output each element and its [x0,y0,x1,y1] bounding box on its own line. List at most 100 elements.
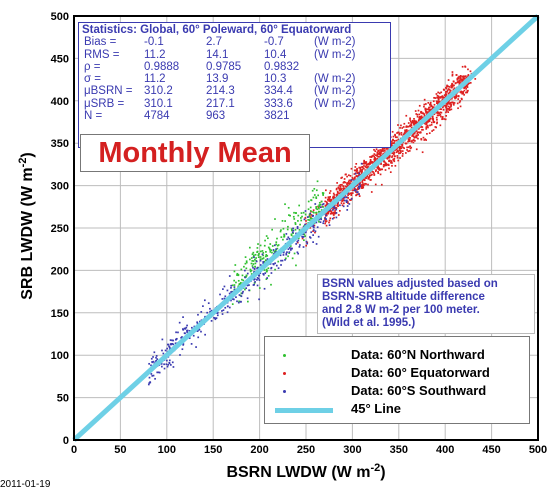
scatter-point [344,173,347,176]
scatter-point [408,150,411,152]
scatter-point [393,152,396,154]
scatter-point [166,365,169,368]
scatter-point [150,364,152,367]
scatter-point [377,152,380,155]
scatter-point [309,212,312,215]
scatter-point [312,211,314,213]
scatter-point [350,198,353,200]
scatter-point [325,214,327,217]
scatter-point [249,268,252,271]
scatter-point [282,254,285,256]
scatter-point [360,186,363,188]
chart-title: Monthly Mean [80,134,310,172]
scatter-point [233,286,236,288]
scatter-point [402,133,405,136]
scatter-point [418,118,421,120]
scatter-point [393,153,395,156]
scatter-point [223,297,226,300]
x-tick-label: 300 [343,444,361,456]
scatter-point [238,283,241,286]
scatter-point [446,101,449,104]
scatter-point [412,132,415,135]
scatter-point [344,181,347,184]
scatter-point [259,256,262,258]
scatter-point [274,249,277,252]
scatter-point [409,145,411,148]
scatter-point [415,121,418,124]
scatter-point [358,172,360,175]
scatter-point [254,281,256,283]
scatter-point [370,162,373,164]
scatter-point [454,97,456,100]
scatter-point [445,102,448,105]
scatter-point [215,317,218,319]
scatter-point [190,343,193,345]
scatter-point [385,163,387,165]
scatter-point [424,108,427,111]
scatter-point [311,189,314,192]
scatter-point [292,215,295,218]
scatter-point [444,118,447,121]
scatter-point [284,259,286,261]
scatter-point [351,192,354,194]
scatter-point [385,148,388,150]
scatter-point [449,89,452,92]
scatter-point [459,81,461,83]
scatter-point [334,211,337,214]
scatter-point [180,336,182,339]
scatter-point [288,237,291,240]
plot-frame [73,15,539,441]
scatter-point [461,92,464,95]
scatter-point [163,363,165,366]
scatter-point [361,184,363,186]
scatter-point [292,229,295,232]
x-axis-label: BSRN LWDW (W m-2) [226,462,385,481]
scatter-point [329,210,332,212]
scatter-point [328,219,331,222]
scatter-point [216,312,219,314]
scatter-point [240,295,243,298]
scatter-point [256,266,259,269]
scatter-point [169,343,172,345]
scatter-point [236,272,239,275]
scatter-point [290,247,293,250]
scatter-point [399,146,402,149]
scatter-point [332,192,335,195]
scatter-point [338,187,340,190]
scatter-point [300,219,303,222]
scatter-point [294,223,297,226]
scatter-point [262,254,265,257]
scatter-point [361,181,364,183]
scatter-point [461,75,464,78]
scatter-point [423,113,426,116]
scatter-point [359,166,362,169]
scatter-point [373,157,376,160]
scatter-point [400,124,402,127]
scatter-point [318,218,320,221]
scatter-point [427,121,429,123]
scatter-point [465,91,467,94]
scatter-point [310,199,313,202]
y-tick-label: 50 [57,393,69,405]
legend-label: Data: 60° Equatorward [351,365,490,380]
scatter-point [310,231,313,234]
scatter-point [246,284,249,287]
scatter-point [365,162,367,165]
scatter-point [410,120,412,123]
scatter-point [148,382,151,384]
scatter-point [398,145,401,148]
scatter-point [279,230,282,233]
annotation-box: BSRN values adjusted based on BSRN-SRB a… [317,274,535,334]
scatter-point [297,214,300,217]
scatter-point [295,232,297,235]
scatter-point [296,241,299,244]
y-tick-label: 200 [51,265,69,277]
scatter-point [336,194,339,197]
scatter-point [425,112,428,114]
scatter-point [407,139,410,141]
scatter-point [244,288,246,291]
scatter-point [186,324,188,327]
scatter-point [373,155,376,158]
scatter-point [411,134,414,136]
scatter-point [398,147,401,150]
